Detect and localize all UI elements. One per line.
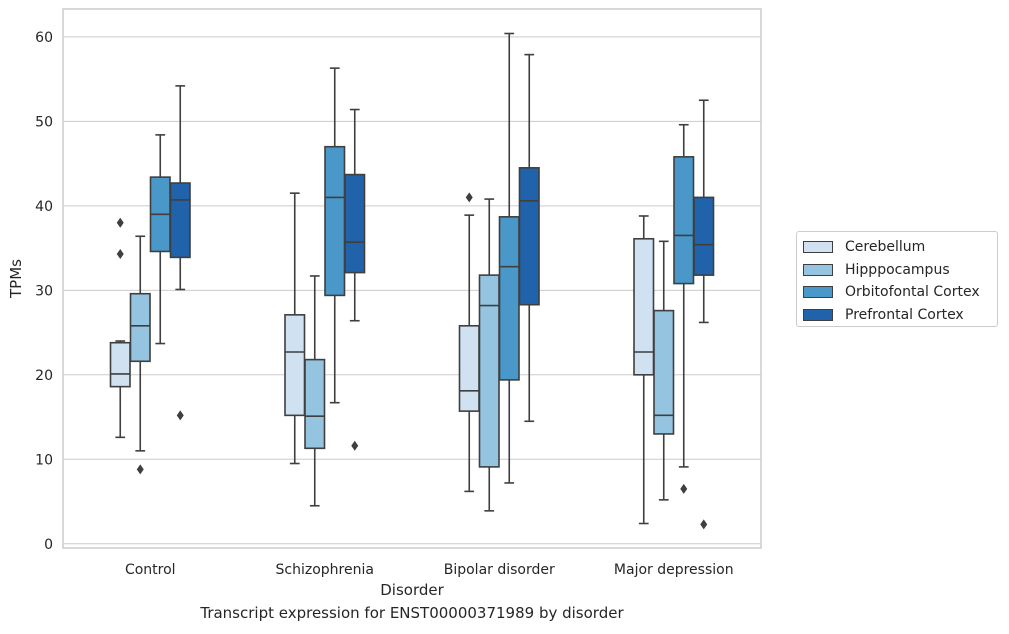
box (324, 145, 346, 297)
y-tick-label: 0 (44, 537, 53, 553)
legend-label: Cerebellum (845, 239, 926, 256)
legend-item: Cerebellum (803, 236, 997, 259)
outlier-point (116, 249, 124, 259)
legend-swatch (803, 241, 833, 254)
plot-frame (62, 8, 762, 549)
x-tick-label: Major depression (614, 562, 734, 578)
y-tick-label: 40 (35, 199, 53, 215)
legend-item: Prefrontal Cortex (803, 304, 997, 327)
outlier-point (680, 483, 688, 494)
legend-item: Orbitofontal Cortex (803, 281, 997, 304)
y-axis-label: TPMs (7, 259, 25, 299)
box (498, 216, 520, 381)
outlier-point (465, 192, 473, 203)
box (169, 182, 191, 259)
box (633, 237, 655, 376)
outlier-point (700, 519, 708, 530)
legend-label: Orbitofontal Cortex (845, 284, 980, 301)
box (344, 173, 366, 274)
box (284, 314, 306, 417)
box (458, 325, 480, 412)
box (129, 292, 151, 363)
outlier-point (351, 440, 359, 451)
x-axis-label: Disorder (380, 581, 444, 599)
box (693, 196, 715, 276)
y-tick-label: 50 (35, 114, 53, 130)
y-tick-label: 10 (35, 452, 53, 468)
legend-swatch (803, 286, 833, 299)
y-tick-label: 60 (35, 30, 53, 46)
box (653, 309, 675, 435)
y-tick-label: 20 (35, 368, 53, 384)
x-tick-label: Schizophrenia (276, 562, 374, 578)
box (304, 358, 326, 450)
box (109, 341, 131, 388)
legend-swatch (803, 308, 833, 321)
outlier-point (136, 464, 144, 475)
legend-label: Prefrontal Cortex (845, 306, 964, 323)
x-tick-label: Control (125, 562, 176, 578)
outlier-point (176, 410, 184, 421)
legend-swatch (803, 263, 833, 276)
x-tick-label: Bipolar disorder (444, 562, 555, 578)
y-tick-label: 30 (35, 283, 53, 299)
box (518, 167, 540, 306)
outlier-point (116, 217, 124, 228)
legend-label: Hipppocampus (845, 261, 950, 278)
legend-item: Hipppocampus (803, 259, 997, 282)
legend: Cerebellum Hipppocampus Orbitofontal Corte… (796, 231, 998, 327)
box (478, 274, 500, 468)
chart-caption: Transcript expression for ENST0000037198… (200, 604, 624, 622)
box (673, 156, 695, 285)
